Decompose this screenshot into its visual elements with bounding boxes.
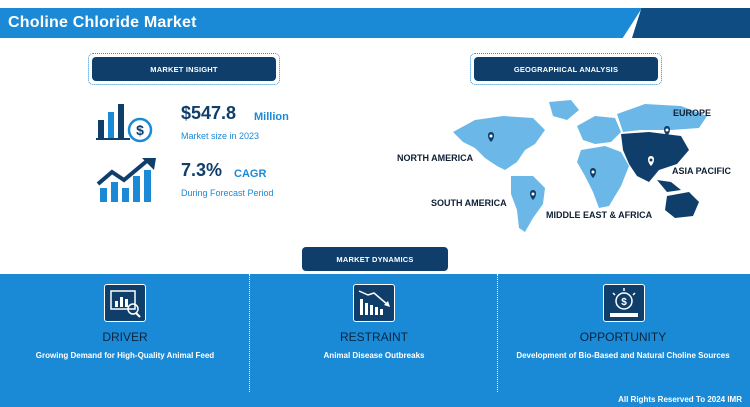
analytics-icon (110, 290, 141, 318)
pin-mea-icon (590, 168, 596, 178)
opportunity-icon-box: $ (603, 284, 645, 322)
market-size-label: Market size in 2023 (181, 131, 260, 141)
driver-title: DRIVER (102, 330, 148, 344)
pin-europe-icon (664, 126, 670, 136)
page-title: Choline Chloride Market (8, 14, 197, 31)
asia-pacific-shape (621, 132, 689, 182)
cagr-value: 7.3% (181, 160, 223, 180)
africa-shape (577, 146, 629, 208)
cagr-unit: CAGR (234, 168, 267, 180)
growth-chart-icon (96, 158, 156, 202)
north-america-shape (453, 116, 545, 170)
footer-copyright: All Rights Reserved To 2024 IMR (618, 395, 742, 404)
south-america-shape (511, 176, 545, 232)
region-north-america: NORTH AMERICA (397, 153, 474, 163)
pin-north-america-icon (488, 132, 494, 142)
driver-icon-box (104, 284, 146, 322)
market-size-unit: Million (254, 111, 289, 123)
money-chart-icon: $ (96, 104, 153, 143)
region-south-america: SOUTH AMERICA (431, 198, 507, 208)
divider-2 (497, 274, 499, 392)
australia-shape (665, 192, 699, 218)
pin-asia-pacific-icon (648, 156, 654, 166)
restraint-icon-box (353, 284, 395, 322)
se-asia-shape (657, 180, 681, 192)
opportunity-title: OPPORTUNITY (579, 330, 667, 344)
title-accent (632, 8, 750, 38)
market-dynamics-pill: MARKET DYNAMICS (299, 244, 451, 274)
region-mea: MIDDLE EAST & AFRICA (546, 210, 653, 220)
region-europe: EUROPE (673, 108, 712, 118)
cagr-label: During Forecast Period (181, 188, 274, 198)
pin-south-america-icon (530, 190, 536, 200)
region-asia-pacific: ASIA PACIFIC (672, 166, 732, 176)
svg-text:$: $ (621, 297, 627, 308)
europe-shape (577, 116, 621, 144)
svg-text:$: $ (136, 122, 144, 138)
opportunity-text: Development of Bio-Based and Natural Cho… (516, 351, 730, 360)
greenland-shape (549, 100, 579, 120)
geo-analysis-pill: GEOGRAPHICAL ANALYSIS (470, 53, 662, 85)
market-insight-label: MARKET INSIGHT (92, 57, 276, 81)
decline-chart-icon (358, 290, 390, 315)
divider-1 (249, 274, 251, 392)
restraint-title: RESTRAINT (339, 330, 408, 344)
driver-text: Growing Demand for High-Quality Animal F… (35, 351, 215, 360)
market-insight-pill: MARKET INSIGHT (88, 53, 280, 85)
market-dynamics-label: MARKET DYNAMICS (302, 247, 448, 271)
restraint-text: Animal Disease Outbreaks (323, 351, 425, 360)
russia-shape (617, 104, 707, 132)
world-map (453, 100, 707, 232)
market-size-value: $547.8 (181, 103, 237, 123)
title-bar (0, 8, 642, 38)
geo-analysis-label: GEOGRAPHICAL ANALYSIS (474, 57, 658, 81)
idea-dollar-icon: $ (610, 288, 638, 317)
